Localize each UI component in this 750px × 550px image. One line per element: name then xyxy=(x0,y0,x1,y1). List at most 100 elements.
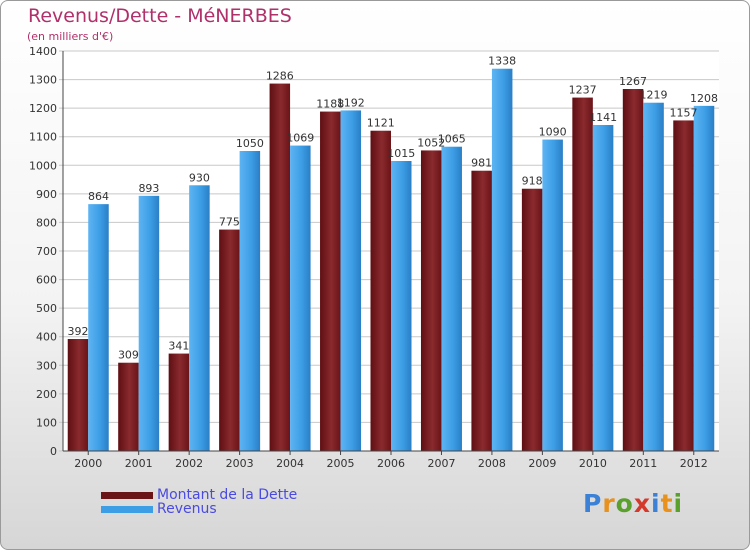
y-tick-label: 1300 xyxy=(29,74,57,87)
bar-debt xyxy=(420,150,442,451)
data-label-debt: 775 xyxy=(219,216,240,229)
x-tick-label: 2000 xyxy=(74,457,102,470)
x-tick-label: 2002 xyxy=(175,457,203,470)
data-label-debt: 1052 xyxy=(417,136,445,149)
logo-letter: o xyxy=(615,489,634,518)
data-label-debt: 392 xyxy=(67,325,88,338)
bar-revenus xyxy=(189,185,210,452)
y-tick-label: 200 xyxy=(36,388,57,401)
data-label-debt: 1188 xyxy=(316,98,344,111)
y-tick-label: 400 xyxy=(36,331,57,344)
bar-revenus xyxy=(88,204,109,451)
data-label-revenus: 1090 xyxy=(539,126,567,139)
x-tick-label: 2008 xyxy=(478,457,506,470)
x-tick-label: 2010 xyxy=(579,457,607,470)
bar-revenus xyxy=(491,68,513,451)
data-label-revenus: 1192 xyxy=(337,96,365,109)
bar-debt xyxy=(67,339,89,451)
bar-debt xyxy=(622,89,644,451)
logo-letter: i xyxy=(673,489,684,518)
y-tick-label: 700 xyxy=(36,245,57,258)
bar-debt xyxy=(219,229,240,451)
bar-debt xyxy=(673,120,694,451)
y-tick-label: 1000 xyxy=(29,159,57,172)
data-label-revenus: 1069 xyxy=(286,132,314,145)
legend-item-revenus: Revenus xyxy=(101,501,217,517)
bar-debt xyxy=(269,83,291,452)
x-tick-label: 2011 xyxy=(629,457,657,470)
bar-revenus xyxy=(441,146,462,451)
legend-label-revenus: Revenus xyxy=(157,501,217,517)
logo-letter: i xyxy=(651,489,661,518)
data-label-debt: 309 xyxy=(118,349,139,362)
x-tick-label: 2007 xyxy=(427,457,455,470)
bar-revenus xyxy=(340,110,362,451)
y-tick-label: 1400 xyxy=(29,45,57,58)
bar-debt xyxy=(118,362,139,451)
legend-swatch-revenus xyxy=(101,505,153,513)
bar-debt xyxy=(370,130,391,451)
data-label-revenus: 1338 xyxy=(488,55,516,68)
data-label-debt: 1157 xyxy=(670,106,698,119)
bar-revenus xyxy=(592,125,614,451)
data-label-revenus: 893 xyxy=(138,182,159,195)
logo-letter: r xyxy=(602,489,616,518)
bar-debt xyxy=(572,97,593,452)
y-tick-label: 1200 xyxy=(29,102,57,115)
x-tick-label: 2004 xyxy=(276,457,304,470)
x-tick-label: 2003 xyxy=(226,457,254,470)
chart-title: Revenus/Dette - MéNERBES xyxy=(28,5,292,27)
data-label-debt: 1286 xyxy=(266,70,294,83)
data-label-revenus: 1208 xyxy=(690,92,718,105)
chart-subtitle: (en milliers d'€) xyxy=(27,30,114,43)
data-label-debt: 918 xyxy=(522,175,543,188)
bar-revenus xyxy=(239,151,261,451)
bar-revenus xyxy=(290,145,311,452)
proxiti-logo: Proxiti xyxy=(583,489,683,518)
data-label-revenus: 864 xyxy=(88,190,109,203)
bars-layer xyxy=(67,68,715,452)
x-tick-label: 2009 xyxy=(528,457,556,470)
data-label-debt: 1267 xyxy=(619,75,647,88)
y-tick-label: 500 xyxy=(36,302,57,315)
data-label-revenus: 930 xyxy=(189,171,210,184)
labels-layer: 392 864 309 893 341 930 775 1050 1286 1069 1188119… xyxy=(67,55,718,362)
data-label-debt: 1237 xyxy=(569,84,597,97)
legend-item-debt: Montant de la Dette xyxy=(101,487,297,503)
x-tick-label: 2001 xyxy=(125,457,153,470)
logo-letter: P xyxy=(583,489,603,518)
bar-debt xyxy=(168,353,190,451)
x-tick-label: 2012 xyxy=(680,457,708,470)
y-tick-label: 800 xyxy=(36,216,57,229)
legend-label-debt: Montant de la Dette xyxy=(157,487,298,503)
bar-revenus xyxy=(542,139,563,452)
x-tick-label: 2006 xyxy=(377,457,405,470)
x-tick-label: 2005 xyxy=(327,457,355,470)
bar-revenus xyxy=(391,161,412,451)
y-tick-label: 600 xyxy=(36,274,57,287)
y-tick-label: 300 xyxy=(36,359,57,372)
data-label-revenus: 1065 xyxy=(438,133,466,146)
bar-debt xyxy=(320,111,341,452)
axis-layer: 0 100 200 300 400 500 600 700 800 900 1000 1100 1200… xyxy=(29,45,719,470)
logo-letter: t xyxy=(660,489,674,518)
y-tick-label: 0 xyxy=(50,445,57,458)
data-label-debt: 341 xyxy=(168,340,189,353)
data-label-debt: 981 xyxy=(471,157,492,170)
y-tick-label: 100 xyxy=(36,416,57,429)
bar-debt xyxy=(521,188,543,451)
bar-debt xyxy=(471,170,492,451)
data-label-revenus: 1219 xyxy=(640,89,668,102)
logo-letter: x xyxy=(633,489,651,518)
data-label-revenus: 1050 xyxy=(236,137,264,150)
y-tick-label: 1100 xyxy=(29,131,57,144)
legend-swatch-debt xyxy=(101,491,153,499)
data-label-revenus: 1141 xyxy=(589,111,617,124)
bar-revenus xyxy=(138,195,160,451)
y-tick-label: 900 xyxy=(36,188,57,201)
bar-revenus xyxy=(693,105,715,451)
data-label-revenus: 1015 xyxy=(387,147,415,160)
bar-revenus xyxy=(643,102,664,451)
